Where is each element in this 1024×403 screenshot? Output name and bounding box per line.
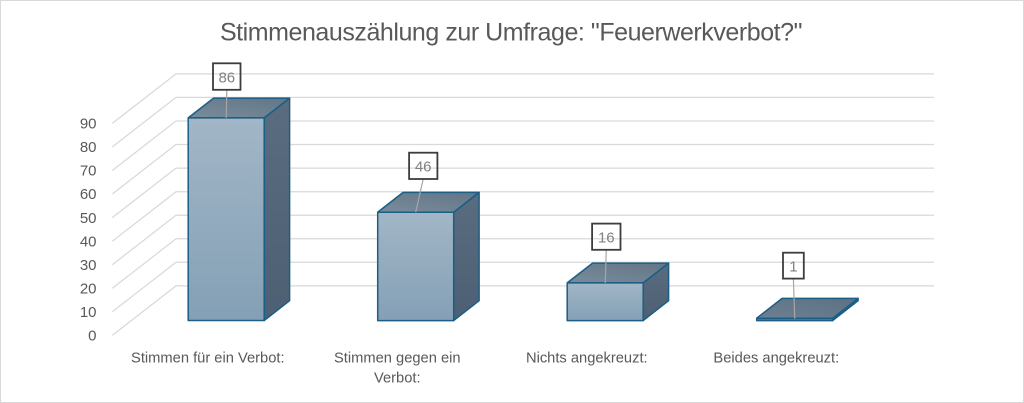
- svg-text:Stimmen gegen ein: Stimmen gegen ein: [334, 351, 461, 367]
- svg-text:Nichts angekreuzt:: Nichts angekreuzt:: [526, 351, 648, 367]
- svg-text:Beides angekreuzt:: Beides angekreuzt:: [713, 351, 839, 367]
- svg-text:30: 30: [80, 257, 97, 274]
- svg-text:40: 40: [80, 233, 97, 250]
- svg-text:70: 70: [80, 163, 97, 180]
- svg-text:1: 1: [789, 258, 797, 275]
- svg-text:0: 0: [88, 328, 96, 345]
- svg-text:Verbot:: Verbot:: [374, 371, 421, 387]
- svg-text:50: 50: [80, 210, 97, 227]
- svg-text:90: 90: [80, 116, 97, 133]
- svg-text:80: 80: [80, 139, 97, 156]
- svg-text:86: 86: [218, 69, 235, 86]
- svg-text:60: 60: [80, 186, 97, 203]
- svg-text:Stimmenauszählung zur Umfrage:: Stimmenauszählung zur Umfrage: "Feuerwer…: [220, 19, 802, 47]
- svg-text:20: 20: [80, 281, 97, 298]
- svg-text:10: 10: [80, 304, 97, 321]
- svg-text:Stimmen für ein Verbot:: Stimmen für ein Verbot:: [131, 351, 284, 367]
- svg-text:16: 16: [598, 230, 615, 247]
- svg-text:46: 46: [415, 159, 432, 176]
